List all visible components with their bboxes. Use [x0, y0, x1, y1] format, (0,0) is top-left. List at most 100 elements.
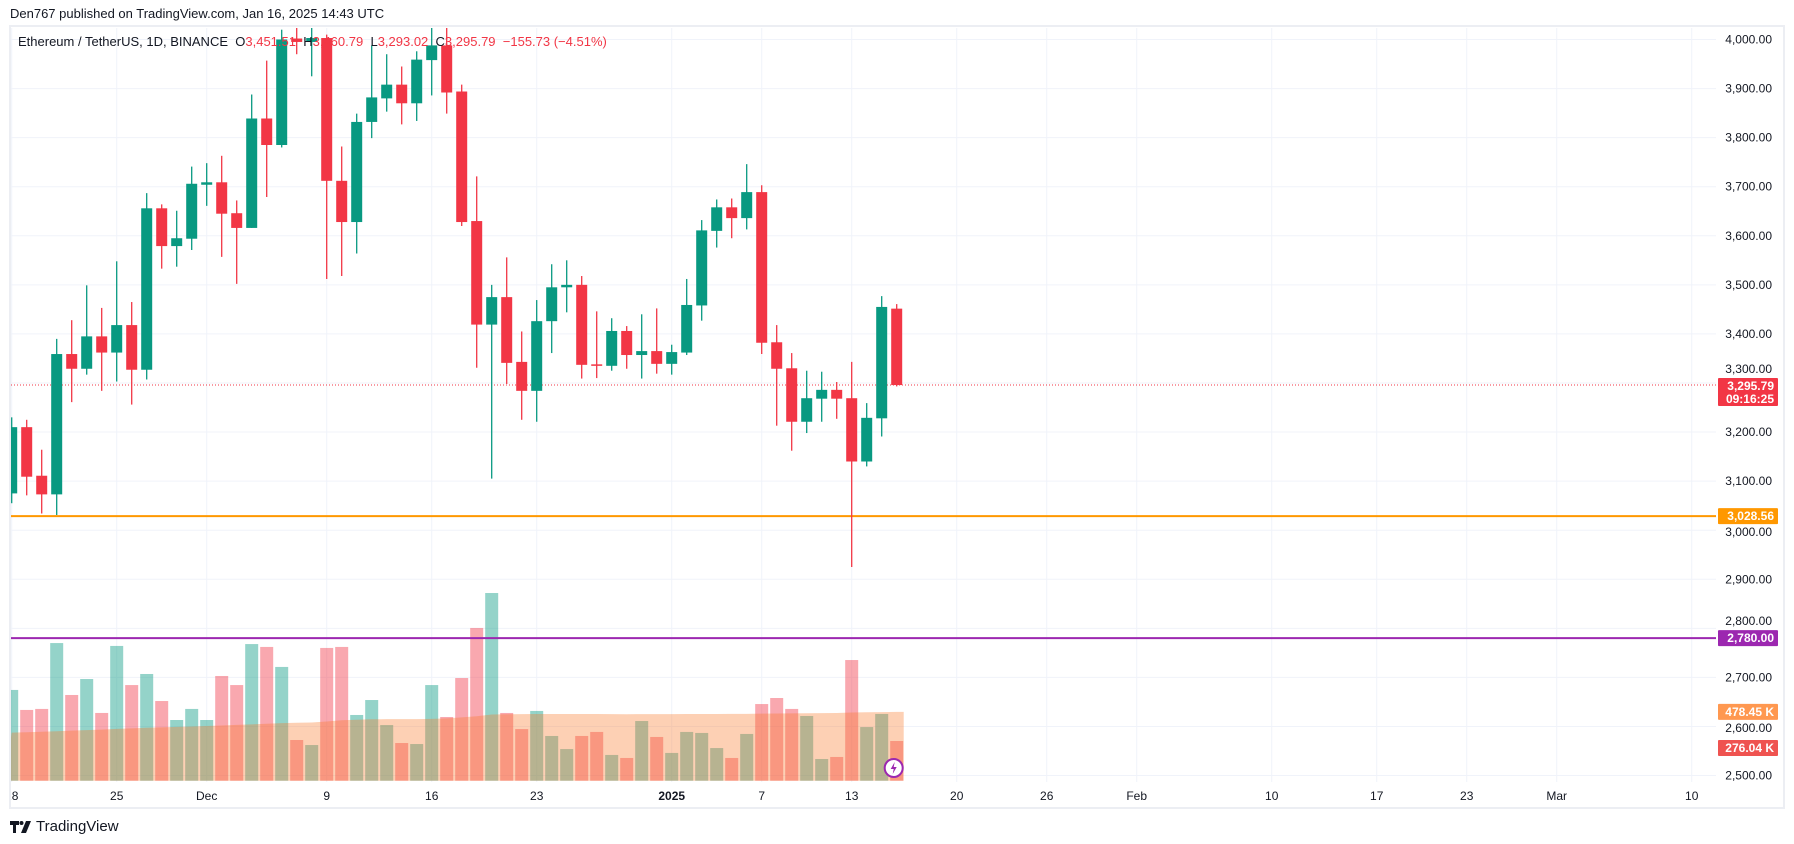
candle — [681, 278, 693, 356]
candle-body — [831, 389, 843, 399]
candle-body — [291, 38, 303, 42]
tradingview-brand[interactable]: TradingView — [10, 818, 119, 835]
volume-bar — [305, 745, 319, 781]
candle — [816, 371, 828, 422]
volume-bar — [455, 678, 469, 781]
time-tick-label: 16 — [425, 789, 439, 803]
time-tick-label: Dec — [196, 789, 217, 803]
time-axis[interactable]: 18 25 Dec 9 16 23 2025 7 13 20 26 Feb 10 17 23 Mar 10 — [0, 26, 1699, 816]
candle — [771, 325, 783, 426]
candle — [306, 28, 318, 77]
candle — [36, 449, 48, 514]
candle-body — [456, 91, 468, 223]
level-badge-text: 2,780.00 — [1727, 631, 1774, 645]
volume-bar — [125, 685, 139, 781]
volume-bar — [740, 733, 754, 781]
candle — [831, 382, 843, 419]
volume-bar — [290, 739, 304, 781]
volume-ma-badge-bg — [1718, 703, 1778, 720]
volume-bar — [470, 627, 484, 781]
volume-ma-badge-text: 478.45 K — [1725, 705, 1774, 719]
candle — [546, 264, 558, 354]
volume-badge-text: 276.04 K — [1725, 741, 1774, 755]
candle — [216, 155, 228, 257]
time-tick-label: 2025 — [658, 789, 685, 803]
candle — [111, 261, 123, 382]
candle — [156, 204, 168, 269]
volume-bar — [230, 685, 244, 781]
candle — [366, 45, 378, 139]
candle — [471, 176, 483, 368]
candle — [576, 276, 588, 379]
candle — [396, 66, 408, 125]
candle — [651, 308, 663, 374]
candle-body — [111, 325, 123, 353]
candle — [21, 419, 33, 496]
candle-body — [471, 221, 483, 325]
volume-bar — [320, 647, 334, 781]
price-tick-label: 2,600.00 — [1725, 721, 1772, 735]
volume-bar — [725, 757, 739, 781]
candle — [231, 200, 243, 284]
candle — [741, 164, 753, 230]
last-price-badge-text: 3,295.79 — [1727, 379, 1774, 393]
volume-bar — [365, 700, 379, 781]
candle-body — [426, 45, 438, 61]
volume-bar — [665, 752, 679, 781]
candle — [846, 361, 858, 568]
price-tick-label: 3,300.00 — [1725, 362, 1772, 376]
candle-body — [801, 398, 813, 422]
volume-bar — [695, 732, 709, 781]
volume-bar — [800, 715, 814, 781]
legend-change: −155.73 (−4.51%) — [502, 34, 607, 49]
candle — [426, 28, 438, 96]
candle-body — [786, 368, 798, 422]
candle-body — [81, 336, 93, 369]
candle — [516, 331, 528, 420]
candle-body — [681, 304, 693, 353]
price-tick-label: 3,100.00 — [1725, 474, 1772, 488]
volume-bar — [200, 720, 214, 781]
candle-body — [756, 192, 768, 343]
candle-body — [21, 427, 33, 477]
price-tick-label: 3,600.00 — [1725, 229, 1772, 243]
price-tick-label: 2,800.00 — [1725, 614, 1772, 628]
candle-body — [171, 238, 183, 247]
candle-body — [861, 417, 873, 462]
lightning-icon[interactable] — [883, 758, 904, 778]
candle-body — [576, 284, 588, 365]
volume-bar — [770, 698, 784, 781]
candle — [801, 370, 813, 434]
candle-body — [321, 38, 333, 181]
time-tick-label: 13 — [845, 789, 859, 803]
volume-bar — [80, 679, 94, 781]
brand-name: TradingView — [36, 818, 119, 835]
volume-bar — [395, 743, 409, 781]
volume-bar — [845, 660, 859, 781]
volume-bar — [860, 727, 874, 781]
time-tick-label: 10 — [1685, 789, 1699, 803]
candle-body — [276, 39, 288, 146]
candle — [11, 417, 18, 504]
volume-bar — [590, 731, 604, 781]
candle — [531, 300, 543, 422]
candle-body — [651, 351, 663, 364]
volume-bar — [140, 673, 154, 781]
symbol-legend: Ethereum / TetherUS, 1D, BINANCE O3,451.… — [18, 34, 607, 49]
price-axis[interactable]: 2,500.00 2,600.00 2,700.00 2,800.00 2,900.00… — [1725, 33, 1772, 783]
volume-bar — [50, 643, 64, 781]
time-tick-label: 23 — [1460, 789, 1474, 803]
candle-body — [66, 354, 78, 369]
volume-bars — [11, 593, 904, 781]
candle-body — [741, 192, 753, 219]
volume-bar — [275, 666, 289, 781]
price-tick-label: 3,900.00 — [1725, 82, 1772, 96]
candle-body — [561, 284, 573, 288]
volume-bar — [515, 729, 529, 781]
candle-body — [396, 84, 408, 104]
candle-body — [36, 475, 48, 495]
volume-bar — [35, 708, 49, 781]
candle — [711, 199, 723, 248]
lightning-icon-bolt — [890, 762, 897, 774]
